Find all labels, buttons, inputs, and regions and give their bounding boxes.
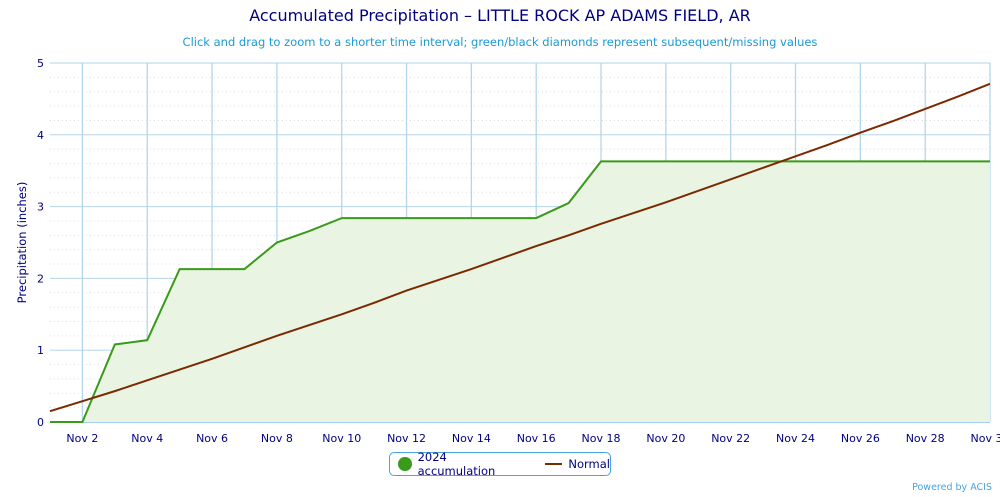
accumulation-point bbox=[177, 266, 183, 272]
chart-subtitle: Click and drag to zoom to a shorter time… bbox=[182, 35, 818, 49]
normal-point bbox=[793, 153, 799, 159]
normal-point bbox=[306, 322, 312, 328]
accumulation-point bbox=[112, 341, 118, 347]
normal-point bbox=[598, 221, 604, 227]
accumulation-point bbox=[663, 158, 669, 164]
normal-point bbox=[436, 277, 442, 283]
normal-point bbox=[47, 408, 53, 414]
accumulation-point bbox=[501, 215, 507, 221]
x-tick-label: Nov 6 bbox=[196, 432, 228, 445]
accumulation-point bbox=[371, 215, 377, 221]
x-tick-label: Nov 18 bbox=[582, 432, 621, 445]
normal-point bbox=[663, 199, 669, 205]
accumulation-area bbox=[50, 161, 990, 422]
y-tick-label: 3 bbox=[37, 201, 44, 214]
accumulation-point bbox=[987, 158, 993, 164]
x-tick-label: Nov 28 bbox=[906, 432, 945, 445]
normal-point bbox=[339, 311, 345, 317]
accumulation-point bbox=[47, 419, 53, 425]
normal-point bbox=[112, 388, 118, 394]
y-tick-label: 2 bbox=[37, 272, 44, 285]
accumulation-point bbox=[728, 158, 734, 164]
x-tick-label: Nov 8 bbox=[261, 432, 293, 445]
accumulation-point bbox=[436, 215, 442, 221]
normal-point bbox=[760, 165, 766, 171]
normal-point bbox=[371, 300, 377, 306]
accumulation-point bbox=[209, 266, 215, 272]
x-tick-label: Nov 22 bbox=[711, 432, 750, 445]
x-tick-label: Nov 2 bbox=[66, 432, 98, 445]
x-tick-label: Nov 26 bbox=[841, 432, 880, 445]
normal-point bbox=[890, 118, 896, 124]
accumulation-point bbox=[79, 419, 85, 425]
accumulation-point bbox=[630, 158, 636, 164]
normal-point bbox=[728, 176, 734, 182]
x-tick-label: Nov 20 bbox=[646, 432, 685, 445]
normal-point bbox=[630, 210, 636, 216]
accumulation-point bbox=[274, 240, 280, 246]
powered-by-credit[interactable]: Powered by ACIS bbox=[912, 482, 992, 493]
legend: 2024 accumulation Normal bbox=[389, 450, 611, 478]
normal-point bbox=[274, 333, 280, 339]
normal-point bbox=[695, 188, 701, 194]
x-tick-label: Nov 10 bbox=[322, 432, 361, 445]
normal-legend-marker bbox=[544, 463, 563, 465]
accumulation-point bbox=[566, 200, 572, 206]
legend-accumulation[interactable]: 2024 accumulation bbox=[417, 450, 496, 478]
normal-point bbox=[825, 142, 831, 148]
accumulation-point bbox=[955, 158, 961, 164]
y-axis-label: Precipitation (inches) bbox=[15, 182, 29, 304]
normal-point bbox=[177, 367, 183, 373]
accumulation-point bbox=[404, 215, 410, 221]
y-tick-label: 1 bbox=[37, 344, 44, 357]
normal-point bbox=[922, 106, 928, 112]
x-tick-label: Nov 12 bbox=[387, 432, 426, 445]
normal-point bbox=[209, 356, 215, 362]
x-tick-label: Nov 14 bbox=[452, 432, 491, 445]
accumulation-point bbox=[598, 158, 604, 164]
normal-point bbox=[468, 266, 474, 272]
y-tick-label: 4 bbox=[37, 129, 44, 142]
x-tick-label: Nov 24 bbox=[776, 432, 815, 445]
normal-point bbox=[404, 288, 410, 294]
accumulation-point bbox=[241, 266, 247, 272]
normal-point bbox=[857, 130, 863, 136]
accumulation-point bbox=[825, 158, 831, 164]
normal-point bbox=[987, 81, 993, 87]
normal-point bbox=[955, 94, 961, 100]
normal-line bbox=[49, 82, 991, 413]
x-tick-label: Nov 4 bbox=[131, 432, 163, 445]
accumulation-point bbox=[922, 158, 928, 164]
accumulation-point bbox=[533, 215, 539, 221]
accumulation-line bbox=[50, 160, 990, 423]
accumulation-point bbox=[144, 337, 150, 343]
normal-point bbox=[501, 255, 507, 261]
accumulation-point bbox=[760, 158, 766, 164]
accumulation-point bbox=[695, 158, 701, 164]
x-tick-label: Nov 30 bbox=[971, 432, 1000, 445]
legend-normal[interactable]: Normal bbox=[568, 457, 610, 471]
x-tick-label: Nov 16 bbox=[517, 432, 556, 445]
normal-point bbox=[533, 243, 539, 249]
y-tick-label: 0 bbox=[37, 416, 44, 429]
normal-point bbox=[241, 344, 247, 350]
accumulation-point bbox=[890, 158, 896, 164]
normal-point bbox=[144, 377, 150, 383]
accumulation-point bbox=[306, 228, 312, 234]
accumulation-point bbox=[339, 215, 345, 221]
chart-title: Accumulated Precipitation – LITTLE ROCK … bbox=[249, 6, 751, 25]
accumulation-legend-marker bbox=[398, 457, 412, 471]
normal-point bbox=[79, 398, 85, 404]
y-tick-label: 5 bbox=[37, 57, 44, 70]
accumulation-point bbox=[857, 158, 863, 164]
normal-point bbox=[566, 232, 572, 238]
accumulation-point bbox=[468, 215, 474, 221]
